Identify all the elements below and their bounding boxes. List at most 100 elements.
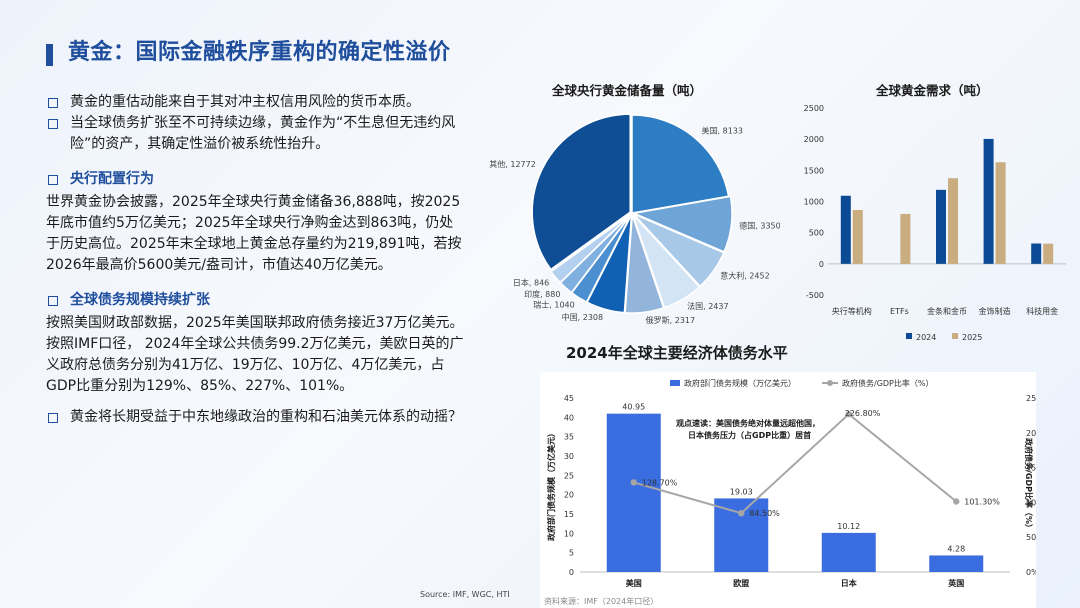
legend-label: 2024 [916, 333, 936, 342]
y-tick-label: 1500 [804, 166, 824, 175]
ratio-point-0 [630, 479, 637, 486]
y-tick-label: 45 [564, 394, 574, 403]
demand-bar-2024-3 [983, 138, 994, 264]
y-tick-label: 15 [564, 510, 574, 519]
legend-swatch-bar [670, 380, 680, 386]
page-title: 黄金：国际金融秩序重构的确定性溢价 [68, 40, 451, 65]
ratio-value-label: 226.80% [845, 409, 881, 418]
y-axis-title: 政府部门债务规模（万亿美元） [546, 429, 556, 541]
bullet-item: 黄金将长期受益于中东地缘政治的重构和石油美元体系的动摇？ [46, 407, 466, 428]
x-tick-label: 金条和金币 [927, 306, 967, 316]
pie-label-9: 其他, 12772 [489, 159, 536, 169]
demand-bar-2025-1 [900, 213, 911, 264]
x-tick-label: 央行等机构 [832, 306, 872, 316]
annotation-line2: 日本债务压力（占GDP比重）居首 [688, 430, 811, 440]
y2-tick-label: 250% [1026, 394, 1036, 403]
y-tick-label: 40 [564, 413, 574, 422]
section-heading: 全球债务规模持续扩张 [46, 290, 466, 311]
y-tick-label: 0 [819, 260, 824, 269]
y2-tick-label: 200% [1026, 429, 1036, 438]
debt-bar-2 [821, 532, 876, 572]
demand-bar-2025-2 [948, 178, 958, 264]
y-tick-label: 25 [564, 471, 574, 480]
debt-bar-value-label: 40.95 [622, 403, 645, 412]
y-tick-label: 5 [569, 549, 574, 558]
legend-marker-line [827, 380, 833, 386]
section-paragraph: 世界黄金协会披露，2025年全球央行黄金储备36,888吨，按2025年底市值约… [46, 194, 462, 273]
x-tick-label: 美国 [626, 578, 642, 588]
demand-bar-2025-0 [852, 210, 863, 264]
bullet-text: 黄金将长期受益于中东地缘政治的重构和石油美元体系的动摇？ [70, 409, 462, 425]
ratio-point-1 [738, 509, 745, 517]
demand-bar-2025-4 [1043, 243, 1054, 264]
bullet-text: 当全球债务扩张至不可持续边缘，黄金作为“不生息但无违约风险”的资产，其确定性溢价… [70, 115, 456, 152]
pie-label-1: 德国, 3350 [739, 220, 780, 230]
y-tick-label: 10 [564, 529, 574, 538]
pie-label-2: 意大利, 2452 [720, 270, 769, 280]
pie-slice-0 [631, 114, 730, 214]
checkbox-bullet-icon [48, 98, 58, 108]
pie-label-7: 印度, 880 [524, 289, 560, 299]
legend-swatch [952, 333, 958, 339]
pie-label-6: 瑞士, 1040 [533, 300, 574, 310]
x-tick-label: 日本 [841, 578, 857, 588]
ratio-value-label: 84.50% [749, 509, 780, 518]
x-tick-label: 欧盟 [733, 578, 749, 588]
section-title: 央行配置行为 [70, 171, 154, 187]
demand-bar-2025-3 [995, 162, 1006, 264]
debt-bar-value-label: 19.03 [730, 487, 753, 496]
debt-combo-chart: 0 5 10 15 20 25 30 35 40 45 0% 50% 100% 150% 200% 250% 4… [544, 378, 1036, 606]
y-tick-label: 500 [809, 229, 824, 238]
section-heading: 央行配置行为 [46, 169, 466, 190]
ratio-value-label: 101.30% [964, 497, 1000, 506]
checkbox-bullet-icon [48, 119, 58, 129]
pie-label-4: 俄罗斯, 2317 [646, 315, 695, 325]
y-tick-label: 2000 [804, 135, 824, 144]
pie-slice-1 [631, 195, 733, 253]
debt-bar-value-label: 10.12 [837, 522, 860, 531]
demand-bar-chart: -500 0 500 1000 1500 2000 2500 央行等机构 ETFs 金条和金币 金饰… [804, 104, 1066, 342]
debt-bar-0 [606, 413, 661, 572]
source-note: Source: IMF, WGC, HTI [420, 590, 510, 599]
reserves-pie-chart: 美国, 8133 德国, 3350 意大利, 2452 法国, 2437 俄罗斯, 23… [489, 113, 780, 325]
x-tick-label: ETFs [890, 307, 909, 316]
bullet-item: 当全球债务扩张至不可持续边缘，黄金作为“不生息但无违约风险”的资产，其确定性溢价… [46, 113, 466, 155]
y-tick-label: 1000 [804, 198, 824, 207]
pie-chart-title: 全球央行黄金储备量（吨） [552, 83, 703, 98]
demand-bar-2024-2 [936, 189, 946, 264]
legend-label-line: 政府债务/GDP比率（%） [842, 378, 933, 388]
x-tick-label: 科技用金 [1026, 306, 1058, 316]
x-tick-label: 英国 [947, 578, 964, 588]
pie-label-5: 中国, 2308 [562, 312, 603, 322]
checkbox-bullet-icon [48, 175, 58, 185]
title-accent-bar [46, 44, 53, 66]
checkbox-bullet-icon [48, 413, 58, 423]
y2-tick-label: 0% [1026, 568, 1036, 577]
annotation-line1: 观点速读：美国债务绝对体量远超他国， [676, 418, 820, 428]
checkbox-bullet-icon [48, 296, 58, 306]
pie-label-0: 美国, 8133 [702, 125, 743, 135]
pie-slice-2 [633, 213, 725, 288]
legend-label-bar: 政府部门债务规模（万亿美元） [684, 378, 796, 388]
debt-bar-value-label: 4.28 [947, 544, 965, 553]
y-tick-label: 35 [564, 433, 574, 442]
y-tick-label: -500 [806, 291, 824, 300]
ratio-point-3 [953, 498, 960, 505]
pie-slice-3 [632, 214, 701, 309]
debt-source-note: 资料来源：IMF（2024年口径） [544, 596, 658, 606]
pie-label-3: 法国, 2437 [687, 301, 728, 311]
y-tick-label: 20 [564, 491, 574, 500]
y-tick-label: 2500 [804, 104, 824, 113]
x-tick-label: 金饰制造 [979, 306, 1011, 316]
demand-bar-2024-4 [1031, 243, 1042, 264]
pie-label-8: 日本, 846 [513, 277, 549, 287]
y-tick-label: 0 [569, 568, 574, 577]
section-title: 全球债务规模持续扩张 [70, 292, 210, 308]
pie-slice-9 [531, 113, 631, 271]
legend-swatch [906, 333, 912, 339]
legend-label: 2025 [962, 333, 982, 342]
bullet-text: 黄金的重估动能来自于其对冲主权信用风险的货币本质。 [70, 94, 420, 110]
pie-slice-8 [549, 213, 631, 284]
y2-tick-label: 100% [1026, 498, 1036, 507]
ratio-line [633, 412, 957, 515]
